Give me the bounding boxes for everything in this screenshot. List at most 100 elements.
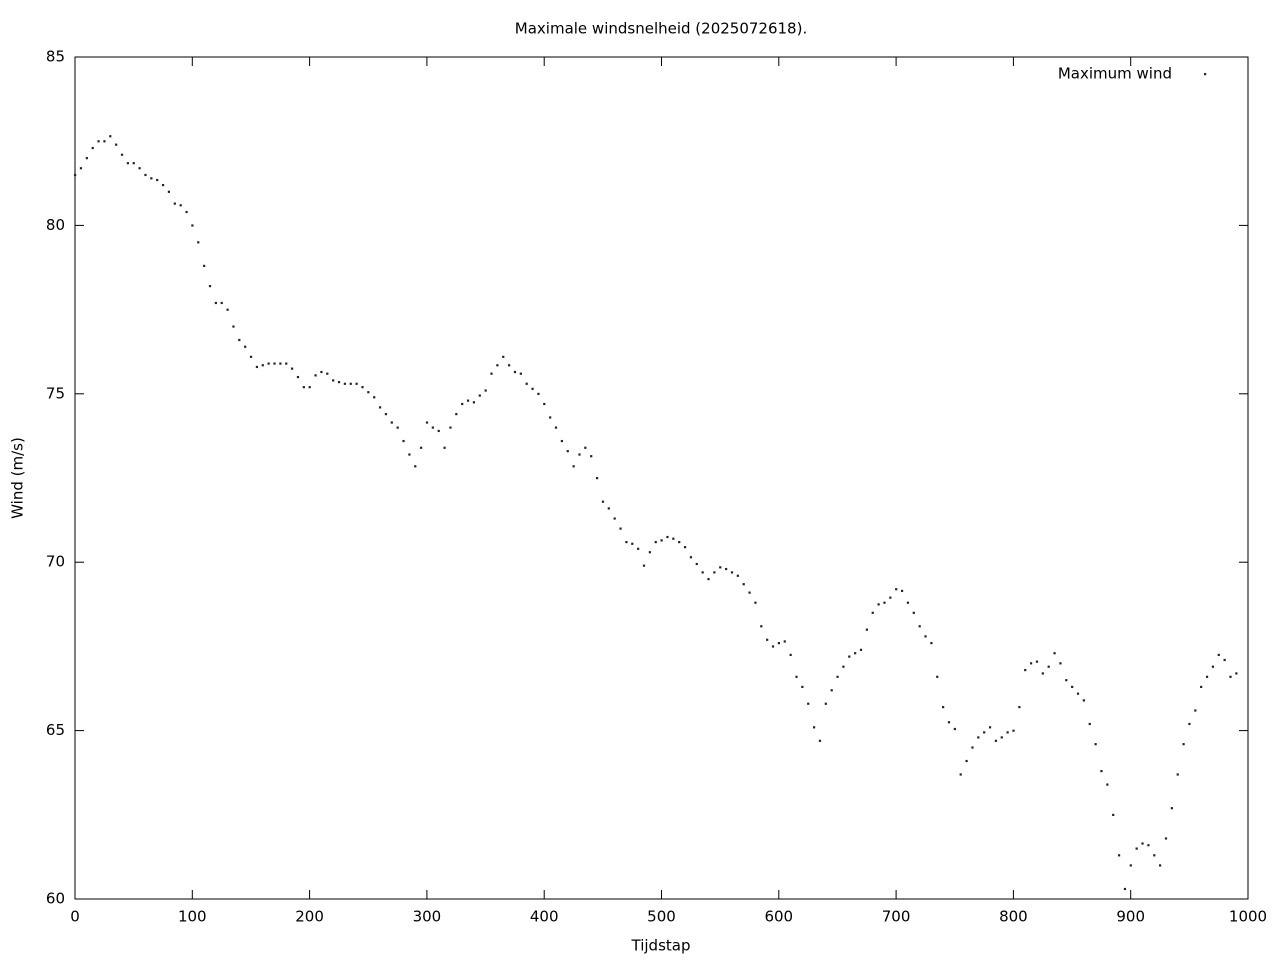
point bbox=[648, 551, 651, 554]
point bbox=[249, 355, 253, 358]
x-tick-label: 700 bbox=[882, 908, 911, 926]
point bbox=[812, 726, 816, 729]
point bbox=[578, 453, 581, 456]
point bbox=[942, 706, 945, 709]
point bbox=[402, 439, 405, 443]
point bbox=[754, 601, 757, 604]
point bbox=[725, 567, 728, 571]
point bbox=[496, 364, 499, 367]
point bbox=[472, 401, 476, 404]
point bbox=[296, 375, 300, 379]
point bbox=[988, 726, 992, 729]
point bbox=[678, 540, 681, 544]
point bbox=[455, 413, 458, 416]
point bbox=[818, 739, 822, 742]
y-tick-label: 70 bbox=[46, 553, 65, 571]
point bbox=[771, 645, 775, 648]
point bbox=[1024, 668, 1027, 672]
point bbox=[1129, 864, 1132, 867]
point bbox=[965, 759, 968, 763]
point bbox=[1235, 672, 1238, 675]
point bbox=[1000, 736, 1003, 739]
point bbox=[848, 655, 851, 658]
point bbox=[332, 379, 335, 382]
point bbox=[525, 382, 528, 385]
point bbox=[1217, 653, 1220, 657]
point bbox=[1059, 662, 1062, 665]
point bbox=[378, 406, 382, 409]
point bbox=[701, 571, 704, 574]
point bbox=[1182, 743, 1185, 746]
point bbox=[543, 402, 546, 406]
point bbox=[79, 167, 83, 170]
point bbox=[1018, 706, 1021, 709]
point bbox=[549, 416, 552, 419]
point bbox=[883, 601, 886, 604]
point bbox=[343, 382, 346, 385]
point bbox=[1123, 887, 1127, 891]
point bbox=[531, 387, 534, 390]
point bbox=[138, 167, 141, 170]
point bbox=[238, 338, 241, 342]
point bbox=[619, 527, 622, 530]
point bbox=[1112, 813, 1115, 816]
point bbox=[584, 446, 587, 449]
point bbox=[672, 537, 675, 540]
point bbox=[285, 362, 288, 365]
point bbox=[355, 382, 358, 385]
point bbox=[109, 135, 112, 138]
y-tick-label: 85 bbox=[46, 48, 65, 66]
point bbox=[414, 465, 417, 468]
point bbox=[513, 370, 517, 374]
point bbox=[197, 241, 200, 244]
point bbox=[226, 308, 229, 311]
x-tick-label: 0 bbox=[70, 908, 80, 926]
legend-label: Maximum wind bbox=[1058, 65, 1172, 83]
point bbox=[1170, 807, 1173, 810]
point bbox=[601, 500, 605, 503]
point bbox=[683, 546, 687, 549]
point bbox=[484, 389, 487, 392]
point bbox=[1029, 662, 1033, 665]
point bbox=[1176, 773, 1179, 776]
point bbox=[713, 571, 716, 574]
y-tick-label: 75 bbox=[46, 384, 65, 402]
point bbox=[807, 702, 810, 705]
chart-title: Maximale windsnelheid (2025072618). bbox=[515, 20, 807, 38]
point bbox=[912, 611, 915, 614]
point bbox=[889, 596, 892, 599]
x-tick-label: 300 bbox=[413, 908, 442, 926]
point bbox=[918, 625, 921, 628]
point bbox=[854, 652, 857, 655]
point bbox=[1100, 770, 1103, 773]
point bbox=[707, 578, 710, 581]
point bbox=[1106, 783, 1109, 786]
point bbox=[208, 285, 212, 288]
point bbox=[730, 571, 734, 574]
y-tick-label: 65 bbox=[46, 721, 65, 739]
point bbox=[120, 153, 124, 156]
point bbox=[1205, 675, 1209, 678]
point bbox=[637, 547, 640, 550]
point bbox=[930, 642, 933, 645]
point bbox=[326, 372, 329, 375]
point bbox=[431, 426, 434, 429]
point bbox=[760, 625, 763, 628]
point bbox=[267, 362, 270, 365]
point bbox=[947, 721, 951, 724]
point bbox=[795, 675, 798, 678]
point bbox=[971, 746, 974, 749]
point bbox=[384, 413, 388, 416]
point bbox=[859, 648, 863, 651]
point bbox=[519, 372, 522, 375]
point bbox=[625, 540, 628, 544]
point bbox=[842, 665, 845, 668]
point bbox=[244, 345, 247, 348]
point bbox=[1082, 699, 1085, 702]
x-tick-label: 100 bbox=[178, 908, 207, 926]
point bbox=[425, 421, 429, 424]
point bbox=[408, 453, 411, 456]
point bbox=[801, 685, 804, 689]
point bbox=[97, 140, 100, 143]
